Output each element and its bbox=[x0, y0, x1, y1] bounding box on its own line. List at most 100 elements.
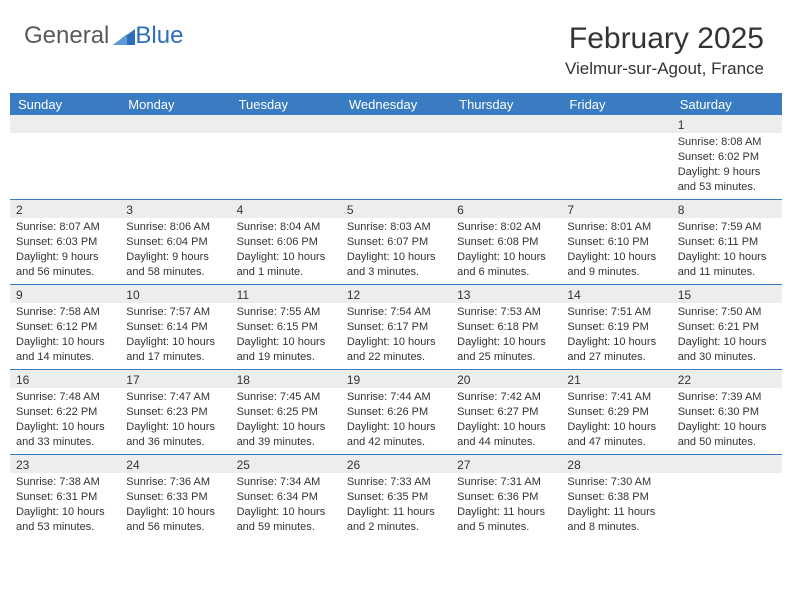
sunset-text: Sunset: 6:34 PM bbox=[237, 490, 335, 505]
daylight-text: Daylight: 10 hours and 19 minutes. bbox=[237, 335, 335, 365]
daylight-text: Daylight: 10 hours and 53 minutes. bbox=[16, 505, 114, 535]
day-number: 28 bbox=[561, 455, 671, 473]
daylight-text: Daylight: 10 hours and 3 minutes. bbox=[347, 250, 445, 280]
day-number: 3 bbox=[120, 200, 230, 218]
sunset-text: Sunset: 6:26 PM bbox=[347, 405, 445, 420]
day-body: Sunrise: 7:38 AMSunset: 6:31 PMDaylight:… bbox=[10, 473, 120, 538]
sunrise-text: Sunrise: 7:44 AM bbox=[347, 390, 445, 405]
sunset-text: Sunset: 6:23 PM bbox=[126, 405, 224, 420]
daylight-text: Daylight: 10 hours and 1 minute. bbox=[237, 250, 335, 280]
sunset-text: Sunset: 6:22 PM bbox=[16, 405, 114, 420]
sunset-text: Sunset: 6:38 PM bbox=[567, 490, 665, 505]
day-cell: 10Sunrise: 7:57 AMSunset: 6:14 PMDayligh… bbox=[120, 285, 230, 369]
sunrise-text: Sunrise: 8:03 AM bbox=[347, 220, 445, 235]
day-cell: 5 Sunrise: 8:03 AMSunset: 6:07 PMDaylight… bbox=[341, 200, 451, 284]
day-cell: 13Sunrise: 7:53 AMSunset: 6:18 PMDayligh… bbox=[451, 285, 561, 369]
day-body: Sunrise: 7:45 AMSunset: 6:25 PMDaylight:… bbox=[231, 388, 341, 453]
day-body: Sunrise: 7:41 AMSunset: 6:29 PMDaylight:… bbox=[561, 388, 671, 453]
daylight-text: Daylight: 10 hours and 25 minutes. bbox=[457, 335, 555, 365]
daylight-text: Daylight: 10 hours and 44 minutes. bbox=[457, 420, 555, 450]
sunrise-text: Sunrise: 7:36 AM bbox=[126, 475, 224, 490]
day-number: 13 bbox=[451, 285, 561, 303]
daylight-text: Daylight: 10 hours and 47 minutes. bbox=[567, 420, 665, 450]
sunset-text: Sunset: 6:15 PM bbox=[237, 320, 335, 335]
day-cell: 27 Sunrise: 7:31 AMSunset: 6:36 PMDayligh… bbox=[451, 455, 561, 539]
sunrise-text: Sunrise: 8:06 AM bbox=[126, 220, 224, 235]
sunrise-text: Sunrise: 7:50 AM bbox=[678, 305, 776, 320]
day-cell: 14Sunrise: 7:51 AMSunset: 6:19 PMDayligh… bbox=[561, 285, 671, 369]
weekday-label: Friday bbox=[561, 97, 671, 112]
day-number: 10 bbox=[120, 285, 230, 303]
sunrise-text: Sunrise: 7:59 AM bbox=[678, 220, 776, 235]
day-body: Sunrise: 7:53 AMSunset: 6:18 PMDaylight:… bbox=[451, 303, 561, 368]
sunset-text: Sunset: 6:07 PM bbox=[347, 235, 445, 250]
header: General Blue February 2025 Vielmur-sur-A… bbox=[0, 0, 792, 87]
day-body: Sunrise: 7:42 AMSunset: 6:27 PMDaylight:… bbox=[451, 388, 561, 453]
daylight-text: Daylight: 10 hours and 14 minutes. bbox=[16, 335, 114, 365]
sunset-text: Sunset: 6:30 PM bbox=[678, 405, 776, 420]
daylight-text: Daylight: 10 hours and 59 minutes. bbox=[237, 505, 335, 535]
logo: General Blue bbox=[24, 22, 183, 50]
day-number bbox=[451, 115, 561, 133]
day-body: Sunrise: 8:01 AMSunset: 6:10 PMDaylight:… bbox=[561, 218, 671, 283]
day-cell: 25Sunrise: 7:34 AMSunset: 6:34 PMDayligh… bbox=[231, 455, 341, 539]
day-body: Sunrise: 8:04 AMSunset: 6:06 PMDaylight:… bbox=[231, 218, 341, 283]
day-number bbox=[231, 115, 341, 133]
location: Vielmur-sur-Agout, France bbox=[565, 59, 764, 79]
daylight-text: Daylight: 10 hours and 39 minutes. bbox=[237, 420, 335, 450]
sunset-text: Sunset: 6:03 PM bbox=[16, 235, 114, 250]
sunrise-text: Sunrise: 7:41 AM bbox=[567, 390, 665, 405]
day-cell: 1Sunrise: 8:08 AMSunset: 6:02 PMDaylight… bbox=[672, 115, 782, 199]
day-number: 17 bbox=[120, 370, 230, 388]
sunrise-text: Sunrise: 7:48 AM bbox=[16, 390, 114, 405]
sunset-text: Sunset: 6:08 PM bbox=[457, 235, 555, 250]
day-cell bbox=[451, 115, 561, 199]
sunrise-text: Sunrise: 7:31 AM bbox=[457, 475, 555, 490]
week-row: 1Sunrise: 8:08 AMSunset: 6:02 PMDaylight… bbox=[10, 115, 782, 199]
day-cell: 17Sunrise: 7:47 AMSunset: 6:23 PMDayligh… bbox=[120, 370, 230, 454]
day-body: Sunrise: 7:51 AMSunset: 6:19 PMDaylight:… bbox=[561, 303, 671, 368]
daylight-text: Daylight: 10 hours and 30 minutes. bbox=[678, 335, 776, 365]
day-body: Sunrise: 7:39 AMSunset: 6:30 PMDaylight:… bbox=[672, 388, 782, 453]
sunset-text: Sunset: 6:27 PM bbox=[457, 405, 555, 420]
day-cell bbox=[561, 115, 671, 199]
day-number bbox=[120, 115, 230, 133]
day-cell: 12Sunrise: 7:54 AMSunset: 6:17 PMDayligh… bbox=[341, 285, 451, 369]
sunrise-text: Sunrise: 7:58 AM bbox=[16, 305, 114, 320]
weekday-label: Sunday bbox=[10, 97, 120, 112]
sunset-text: Sunset: 6:11 PM bbox=[678, 235, 776, 250]
day-number bbox=[561, 115, 671, 133]
day-number: 5 bbox=[341, 200, 451, 218]
day-cell: 26Sunrise: 7:33 AMSunset: 6:35 PMDayligh… bbox=[341, 455, 451, 539]
day-body: Sunrise: 8:06 AMSunset: 6:04 PMDaylight:… bbox=[120, 218, 230, 283]
day-cell bbox=[231, 115, 341, 199]
day-number: 20 bbox=[451, 370, 561, 388]
sunrise-text: Sunrise: 7:30 AM bbox=[567, 475, 665, 490]
day-number: 22 bbox=[672, 370, 782, 388]
daylight-text: Daylight: 10 hours and 56 minutes. bbox=[126, 505, 224, 535]
day-body: Sunrise: 7:44 AMSunset: 6:26 PMDaylight:… bbox=[341, 388, 451, 453]
day-number: 21 bbox=[561, 370, 671, 388]
day-number bbox=[10, 115, 120, 133]
day-number: 1 bbox=[672, 115, 782, 133]
sunset-text: Sunset: 6:29 PM bbox=[567, 405, 665, 420]
day-number bbox=[341, 115, 451, 133]
sunrise-text: Sunrise: 7:55 AM bbox=[237, 305, 335, 320]
day-body: Sunrise: 7:57 AMSunset: 6:14 PMDaylight:… bbox=[120, 303, 230, 368]
logo-triangle-icon bbox=[113, 27, 135, 45]
daylight-text: Daylight: 11 hours and 5 minutes. bbox=[457, 505, 555, 535]
daylight-text: Daylight: 9 hours and 58 minutes. bbox=[126, 250, 224, 280]
day-cell: 16Sunrise: 7:48 AMSunset: 6:22 PMDayligh… bbox=[10, 370, 120, 454]
sunrise-text: Sunrise: 7:33 AM bbox=[347, 475, 445, 490]
sunrise-text: Sunrise: 7:53 AM bbox=[457, 305, 555, 320]
sunset-text: Sunset: 6:17 PM bbox=[347, 320, 445, 335]
day-body: Sunrise: 7:55 AMSunset: 6:15 PMDaylight:… bbox=[231, 303, 341, 368]
day-cell bbox=[10, 115, 120, 199]
day-cell: 7Sunrise: 8:01 AMSunset: 6:10 PMDaylight… bbox=[561, 200, 671, 284]
day-number: 27 bbox=[451, 455, 561, 473]
day-cell: 24Sunrise: 7:36 AMSunset: 6:33 PMDayligh… bbox=[120, 455, 230, 539]
day-body: Sunrise: 8:02 AMSunset: 6:08 PMDaylight:… bbox=[451, 218, 561, 283]
day-body: Sunrise: 7:58 AMSunset: 6:12 PMDaylight:… bbox=[10, 303, 120, 368]
sunset-text: Sunset: 6:18 PM bbox=[457, 320, 555, 335]
sunset-text: Sunset: 6:36 PM bbox=[457, 490, 555, 505]
